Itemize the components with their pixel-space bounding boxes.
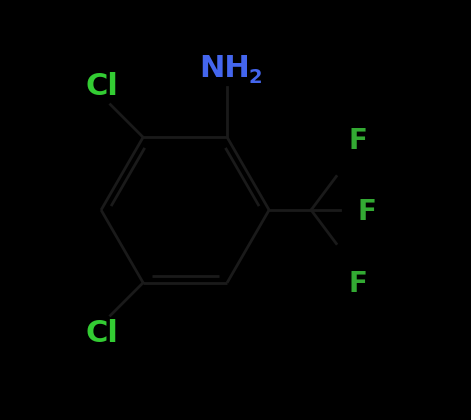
- Text: F: F: [349, 270, 368, 297]
- Text: Cl: Cl: [86, 319, 119, 348]
- Text: Cl: Cl: [86, 72, 119, 101]
- Text: NH: NH: [200, 55, 251, 84]
- Text: F: F: [357, 198, 376, 226]
- Text: F: F: [349, 127, 368, 155]
- Text: 2: 2: [249, 68, 262, 87]
